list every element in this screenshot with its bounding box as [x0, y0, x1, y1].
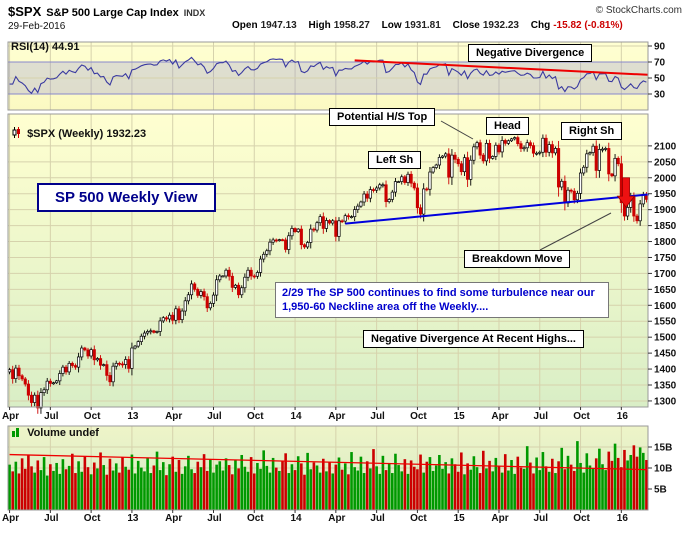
rsi-label: RSI(14) 44.91	[11, 41, 80, 53]
svg-text:16: 16	[617, 513, 629, 524]
chart-date: 29-Feb-2016	[8, 21, 66, 32]
svg-text:Oct: Oct	[573, 411, 590, 422]
stockcharts-credit: © StockCharts.com	[595, 5, 682, 16]
svg-text:13: 13	[127, 411, 139, 422]
svg-text:15: 15	[454, 411, 466, 422]
svg-text:30: 30	[654, 90, 666, 101]
svg-text:16: 16	[617, 411, 629, 422]
svg-text:Apr: Apr	[2, 411, 19, 422]
candlestick-icon	[12, 127, 21, 141]
annotation-weekly-view: SP 500 Weekly View	[37, 183, 216, 212]
svg-text:Apr: Apr	[2, 513, 19, 524]
svg-text:1550: 1550	[654, 317, 677, 328]
annotation-right-shoulder: Right Sh	[561, 122, 623, 140]
svg-text:14: 14	[290, 411, 302, 422]
svg-text:15B: 15B	[654, 443, 672, 454]
quote-open: Open 1947.13	[232, 20, 297, 31]
quote-low: Low 1931.81	[381, 20, 441, 31]
svg-text:1300: 1300	[654, 396, 677, 407]
volume-icon	[12, 428, 21, 440]
annotation-negative-divergence: Negative Divergence	[468, 44, 593, 62]
quote-close: Close 1932.23	[452, 20, 519, 31]
svg-text:2100: 2100	[654, 141, 677, 152]
volume-label: Volume undef	[12, 427, 99, 440]
annotation-head: Head	[486, 117, 529, 135]
svg-text:70: 70	[654, 58, 666, 69]
price-label: $SPX (Weekly) 1932.23	[12, 127, 146, 141]
svg-text:10B: 10B	[654, 464, 672, 475]
svg-text:Apr: Apr	[491, 513, 508, 524]
svg-text:1700: 1700	[654, 269, 677, 280]
svg-text:1800: 1800	[654, 237, 677, 248]
svg-text:1500: 1500	[654, 333, 677, 344]
svg-text:2050: 2050	[654, 157, 677, 168]
symbol: $SPX	[8, 4, 42, 19]
svg-text:13: 13	[127, 513, 139, 524]
svg-text:Jul: Jul	[44, 411, 59, 422]
svg-text:1650: 1650	[654, 285, 677, 296]
annotation-left-shoulder: Left Sh	[368, 151, 422, 169]
svg-text:Oct: Oct	[84, 513, 101, 524]
svg-text:1400: 1400	[654, 365, 677, 376]
svg-text:1850: 1850	[654, 221, 677, 232]
svg-text:2000: 2000	[654, 173, 677, 184]
svg-text:Oct: Oct	[247, 513, 264, 524]
svg-text:Oct: Oct	[247, 411, 264, 422]
annotation-commentary: 2/29 The SP 500 continues to find some t…	[275, 282, 609, 318]
annotation-potential-hs-top: Potential H/S Top	[329, 108, 436, 126]
svg-text:Apr: Apr	[328, 513, 345, 524]
svg-text:14: 14	[290, 513, 302, 524]
svg-text:Jul: Jul	[370, 513, 385, 524]
svg-text:Apr: Apr	[165, 513, 182, 524]
quote-high: High 1958.27	[308, 20, 370, 31]
svg-text:Oct: Oct	[84, 411, 101, 422]
quote-change: Chg -15.82 (-0.81%)	[530, 20, 623, 31]
annotation-negative-divergence-highs: Negative Divergence At Recent Highs...	[363, 330, 584, 348]
svg-text:90: 90	[654, 42, 666, 53]
svg-text:Oct: Oct	[573, 513, 590, 524]
svg-text:1950: 1950	[654, 189, 677, 200]
exchange-tag: INDX	[183, 8, 206, 18]
svg-text:Jul: Jul	[534, 513, 549, 524]
svg-text:1750: 1750	[654, 253, 677, 264]
svg-text:Apr: Apr	[165, 411, 182, 422]
svg-text:50: 50	[654, 74, 666, 85]
quote-line: Open 1947.13 High 1958.27 Low 1931.81 Close…	[232, 20, 632, 31]
svg-text:Apr: Apr	[491, 411, 508, 422]
annotation-breakdown-move: Breakdown Move	[464, 250, 571, 268]
svg-text:5B: 5B	[654, 485, 667, 496]
svg-text:1450: 1450	[654, 349, 677, 360]
svg-text:15: 15	[454, 513, 466, 524]
svg-text:Jul: Jul	[534, 411, 549, 422]
svg-text:Jul: Jul	[207, 411, 222, 422]
svg-text:Jul: Jul	[370, 411, 385, 422]
svg-text:1600: 1600	[654, 301, 677, 312]
svg-text:1900: 1900	[654, 205, 677, 216]
svg-text:Oct: Oct	[410, 513, 427, 524]
symbol-name: S&P 500 Large Cap Index	[46, 7, 179, 19]
svg-text:Jul: Jul	[44, 513, 59, 524]
svg-text:Apr: Apr	[328, 411, 345, 422]
symbol-row: $SPX S&P 500 Large Cap Index INDX	[8, 3, 205, 21]
svg-text:1350: 1350	[654, 381, 677, 392]
svg-text:Oct: Oct	[410, 411, 427, 422]
svg-text:Jul: Jul	[207, 513, 222, 524]
